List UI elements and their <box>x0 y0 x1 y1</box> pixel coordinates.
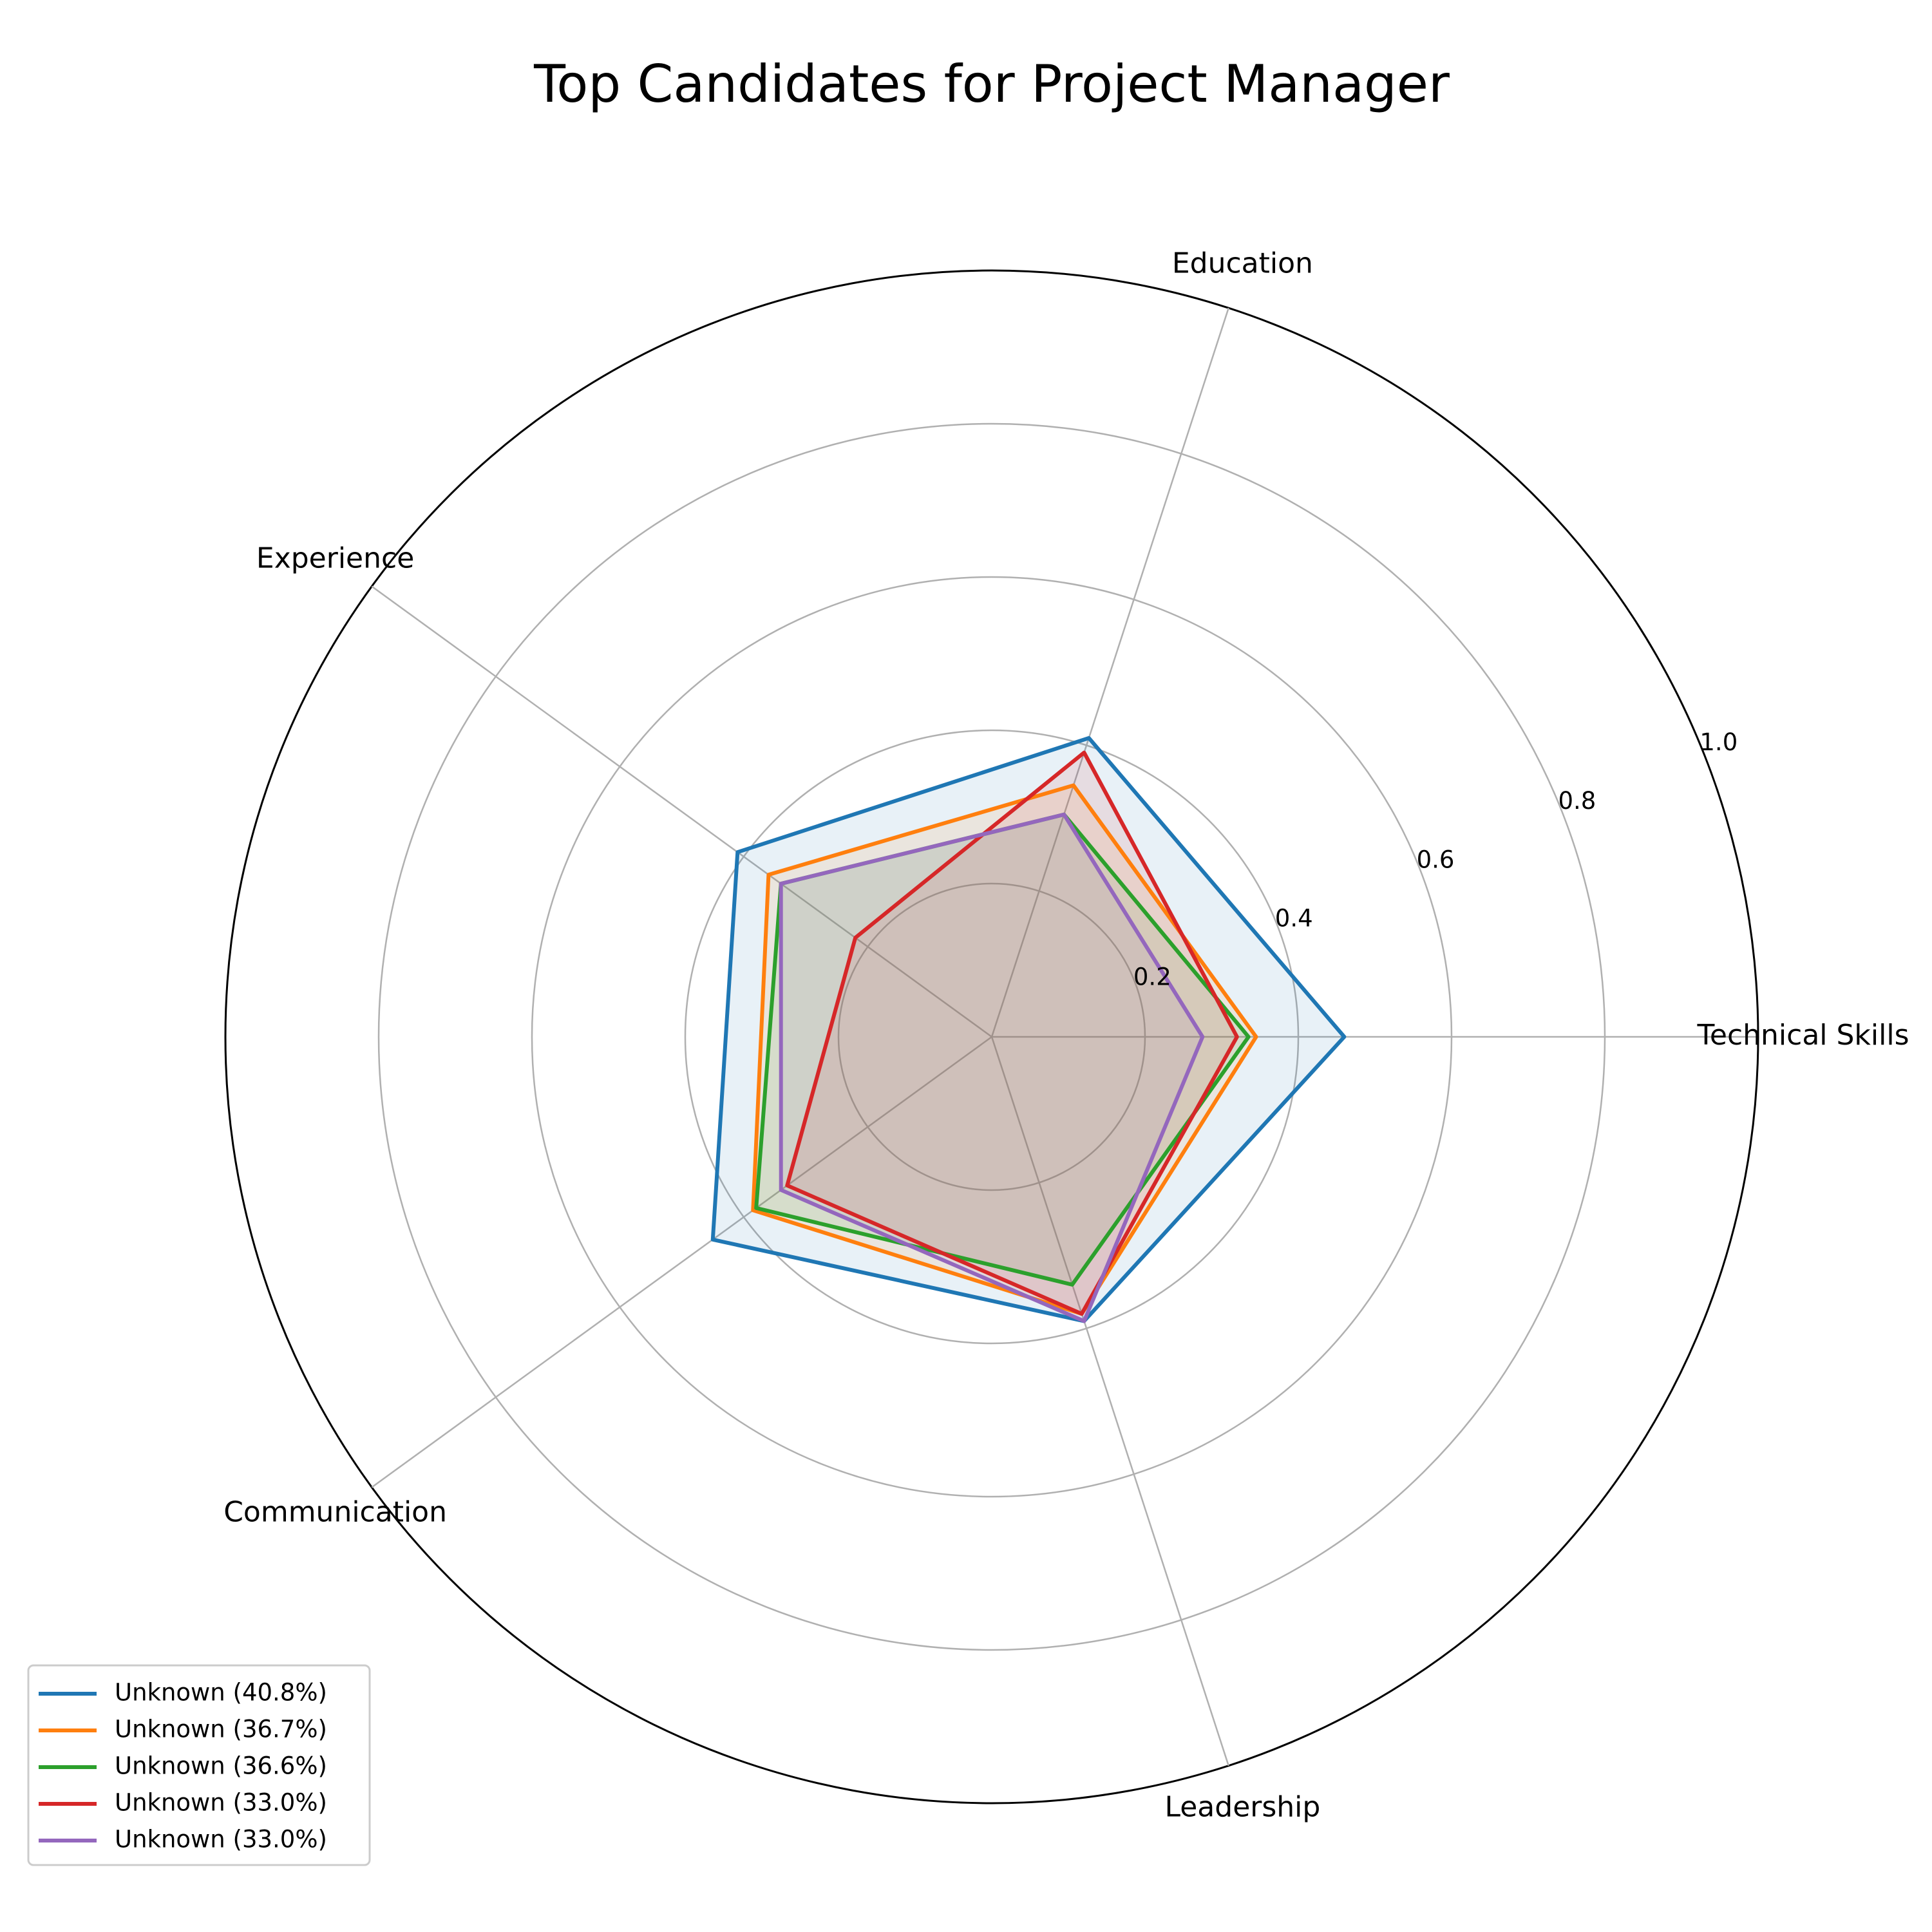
series-line-4 <box>779 812 1205 1323</box>
series-line-0 <box>710 736 1347 1323</box>
tick-label: 1.0 <box>1700 728 1738 756</box>
series-fill-3 <box>787 752 1237 1314</box>
legend-label: Unknown (33.0%) <box>115 1789 327 1817</box>
series-line-2 <box>754 812 1251 1287</box>
chart-title: Top Candidates for Project Manager <box>533 54 1450 114</box>
tick-label: 0.2 <box>1133 963 1171 990</box>
legend-label: Unknown (36.7%) <box>115 1716 327 1743</box>
tick-label: 0.8 <box>1558 787 1596 815</box>
labels-layer: 0.2 0.4 0.6 0.8 1.0 Technical Skills Education… <box>223 247 1909 1824</box>
legend-label: Unknown (33.0%) <box>115 1826 327 1853</box>
axis-label: Communication <box>223 1496 447 1529</box>
axis-label: Technical Skills <box>1696 1019 1909 1052</box>
axis-label: Education <box>1172 247 1313 280</box>
legend-label: Unknown (36.6%) <box>115 1752 327 1780</box>
legend-label: Unknown (40.8%) <box>115 1679 327 1707</box>
series-layer <box>710 736 1347 1323</box>
legend: Unknown (40.8%) Unknown (36.7%) Unknown (3… <box>27 1664 371 1866</box>
series-fill-0 <box>712 738 1345 1321</box>
tick-label: 0.4 <box>1275 904 1313 932</box>
legend-frame <box>27 1664 371 1866</box>
series-line-1 <box>751 783 1258 1316</box>
spoke-leadership <box>990 1036 1229 1766</box>
axis-label: Experience <box>256 542 414 574</box>
series-fill-4 <box>781 814 1203 1321</box>
spoke-education <box>990 307 1229 1037</box>
series-fill-2 <box>756 814 1249 1285</box>
spoke-experience <box>371 585 992 1038</box>
axis-label: Leadership <box>1164 1790 1320 1823</box>
spoke-communication <box>371 1036 992 1488</box>
grid-layer <box>224 269 1759 1804</box>
tick-label: 0.6 <box>1417 846 1455 873</box>
